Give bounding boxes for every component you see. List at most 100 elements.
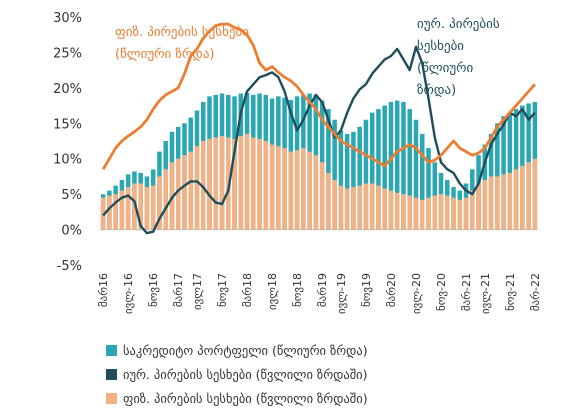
area-bar — [457, 199, 463, 230]
x-tick-label: მარ17 — [172, 273, 185, 307]
jur-annotation-line-4: ზრდა) — [417, 83, 456, 98]
area-bar — [338, 185, 344, 230]
area-bar — [532, 158, 538, 230]
bar — [338, 130, 344, 230]
bar — [376, 109, 381, 230]
area-bar — [332, 179, 337, 230]
bar — [401, 102, 406, 230]
legend-item-portfolio: საკრედიტო პორტფელი (წლიური ზრდა) — [106, 338, 546, 362]
x-tick-label: მარ18 — [241, 273, 254, 307]
area-bar — [482, 179, 488, 230]
bar — [426, 148, 431, 230]
phys-annotation-line-1: ფიზ. პირების სესხები — [115, 25, 249, 40]
x-tick-label: ნოვ18 — [291, 273, 304, 307]
area-bar — [157, 176, 162, 230]
y-axis: 30% 25% 20% 15% 10% 5% 0% -5% — [53, 11, 82, 274]
area-bar — [150, 185, 156, 230]
legend-label-portfolio: საკრედიტო პორტფელი (წლიური ზრდა) — [123, 342, 368, 358]
x-tick-label: მარ19 — [316, 273, 329, 307]
x-tick-label: ივლ-20 — [410, 273, 423, 314]
area-bar — [213, 137, 219, 230]
y-tick-label: 15% — [53, 117, 82, 132]
area-bar — [445, 195, 450, 230]
legend-label-jur: იურ. პირების სესხები (წვლილი ზრდაში) — [123, 366, 368, 382]
area-bar — [269, 144, 275, 230]
annotations: ფიზ. პირების სესხები (წლიური ზრდა) იურ. … — [115, 17, 500, 98]
area-bar — [113, 194, 118, 230]
legend-label-phys: ფიზ. პირების სესხები (წვლილი ზრდაში) — [123, 390, 368, 406]
area-bar — [200, 141, 206, 230]
y-tick-label: 0% — [61, 224, 82, 239]
area-bar — [476, 183, 481, 230]
bar — [351, 131, 356, 230]
x-tick-label: მარ-21 — [460, 273, 473, 311]
bar — [501, 116, 506, 230]
y-tick-label: -5% — [57, 259, 82, 274]
x-tick-label: მარ20 — [385, 273, 398, 307]
area-bar — [182, 155, 187, 230]
area-bar — [288, 151, 294, 230]
x-axis: მარ16 ივლ-16 ნოვ16 მარ17 ივლ17 ნოვ17 მარ18 ივლ1… — [97, 273, 542, 314]
area-bar — [119, 190, 125, 230]
area-bar — [419, 199, 425, 230]
area-bar — [451, 197, 456, 230]
bar — [357, 126, 362, 230]
legend-swatch-portfolio — [106, 344, 117, 356]
area-bar — [244, 133, 250, 230]
jur-annotation-line-3: (წლიური — [417, 61, 474, 76]
area-bar — [438, 194, 444, 230]
x-tick-label: ივლ17 — [191, 273, 204, 310]
area-bar — [138, 183, 143, 230]
area-bar — [363, 183, 369, 230]
y-tick-label: 10% — [53, 153, 82, 168]
area-bar — [188, 151, 193, 230]
area-bar — [144, 187, 150, 230]
legend-swatch-phys — [106, 392, 117, 404]
area-bar — [470, 190, 475, 230]
area-bar — [394, 192, 400, 230]
area-bar — [357, 185, 362, 230]
area-bar — [175, 158, 181, 230]
area-bar — [507, 172, 513, 230]
area-bar — [501, 174, 506, 230]
area-bar — [407, 195, 412, 230]
area-bar — [426, 197, 431, 230]
x-tick-label: ივლ-21 — [479, 273, 492, 314]
legend-swatch-jur — [106, 368, 117, 380]
bar — [332, 119, 337, 230]
x-tick-label: ნოვ19 — [360, 273, 373, 307]
bar — [382, 105, 387, 230]
bar — [413, 119, 419, 230]
bar — [407, 109, 412, 230]
y-tick-label: 25% — [53, 46, 82, 61]
area-bar — [376, 185, 381, 230]
x-tick-label: ნოვ-20 — [435, 273, 448, 311]
area-bar — [301, 148, 306, 230]
area-bar — [251, 137, 256, 230]
area-bar — [307, 151, 312, 230]
jur-annotation-line-2: სესხები — [417, 39, 464, 54]
area-bar — [219, 136, 225, 230]
area-bar — [107, 195, 112, 230]
area-bar — [125, 187, 131, 230]
y-tick-label: 20% — [53, 82, 82, 97]
x-tick-label: ივლ-19 — [335, 273, 348, 314]
y-tick-label: 5% — [61, 188, 82, 203]
area-bar — [369, 183, 375, 230]
x-tick-label: მარ16 — [97, 273, 110, 307]
bar — [326, 109, 331, 230]
area-bar — [495, 176, 500, 230]
legend-item-phys: ფიზ. პირების სესხები (წვლილი ზრდაში) — [106, 386, 546, 410]
area-bar — [276, 145, 281, 230]
legend: საკრედიტო პორტფელი (წლიური ზრდა) იურ. პი… — [106, 338, 546, 410]
x-tick-label: ნოვ16 — [147, 273, 160, 307]
area-bar — [513, 169, 519, 230]
line-phys — [101, 22, 536, 171]
area-bar — [257, 138, 262, 230]
area-bar — [313, 155, 319, 230]
area-bar — [520, 165, 525, 230]
legend-item-jur: იურ. პირების სესხები (წვლილი ზრდაში) — [106, 362, 546, 386]
x-tick-label: ნოვ-21 — [504, 273, 517, 311]
area-bar — [463, 197, 469, 230]
